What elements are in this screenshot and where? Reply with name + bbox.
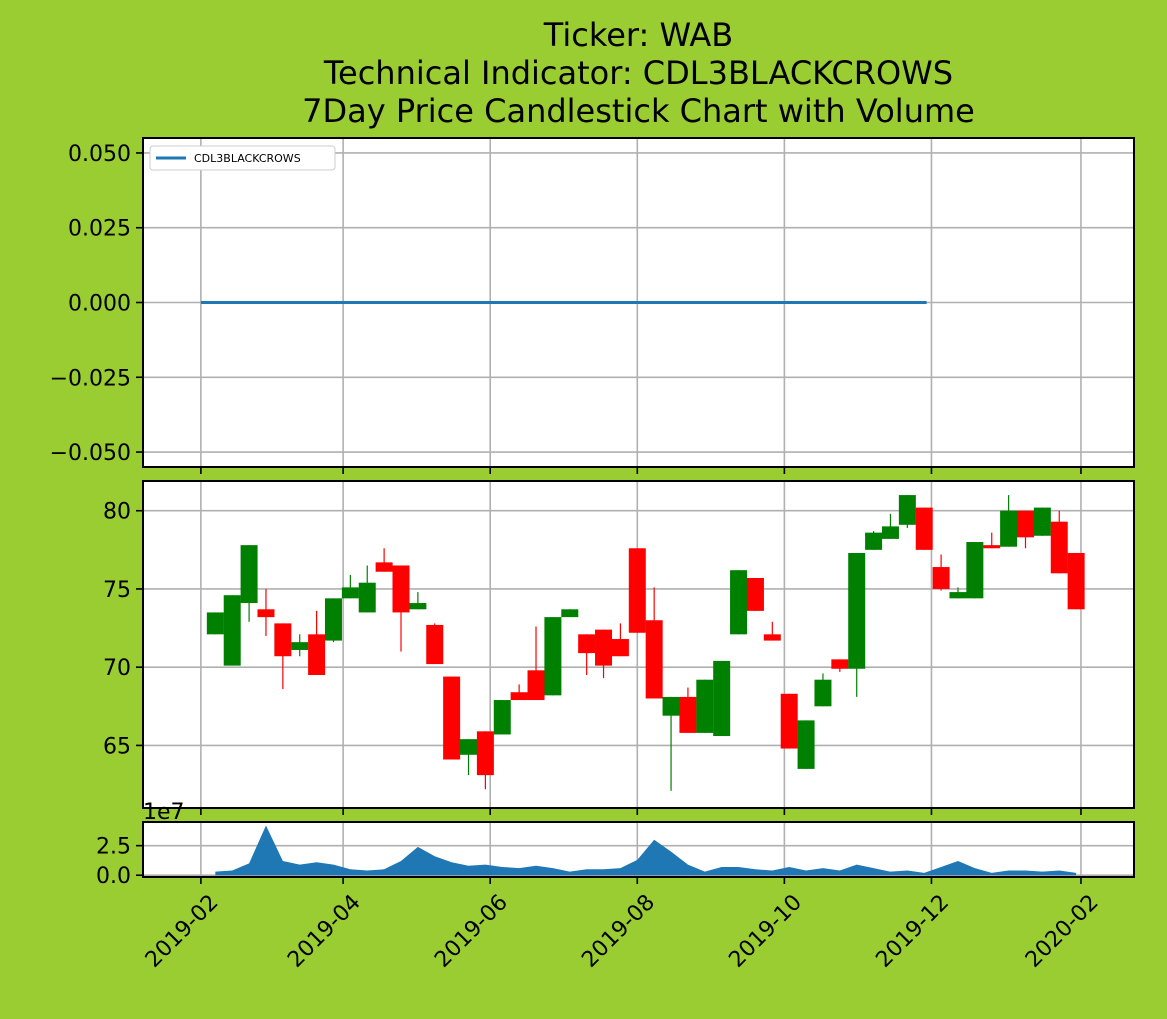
indicator-border — [142, 137, 1135, 468]
candle-body — [713, 660, 731, 737]
candle-body — [426, 624, 444, 665]
volume-ytick-label: 0.0 — [96, 864, 131, 889]
candle-body — [544, 617, 562, 696]
candle-body — [679, 696, 697, 733]
chart-title-line2: Technical Indicator: CDL3BLACKCROWS — [323, 54, 954, 92]
chart-title-line3: 7Day Price Candlestick Chart with Volume — [302, 92, 975, 130]
xtick-label: 2019-04 — [283, 890, 366, 973]
candle-body — [611, 639, 629, 657]
candle-body — [223, 595, 241, 666]
indicator-ytick-label: −0.050 — [50, 441, 131, 466]
candle-body — [848, 552, 866, 669]
xtick-label: 2019-08 — [577, 890, 660, 973]
candle-body — [240, 545, 258, 604]
xtick-label: 2019-10 — [724, 890, 807, 973]
candle-body — [949, 592, 967, 599]
candle-body — [780, 693, 798, 749]
candle-body — [696, 679, 714, 733]
indicator-ytick-label: −0.025 — [50, 366, 131, 391]
candle-body — [865, 532, 883, 550]
price-ytick-label: 75 — [103, 578, 131, 603]
candle-body — [831, 659, 849, 669]
indicator-ytick-label: 0.000 — [68, 292, 131, 317]
xtick-label: 2019-06 — [430, 890, 513, 973]
candle-body — [392, 565, 410, 613]
candle-body — [476, 731, 494, 776]
xtick-label: 2020-02 — [1021, 890, 1104, 973]
candle-body — [595, 629, 613, 666]
candle-body — [578, 634, 596, 654]
candle-body — [983, 545, 1001, 549]
chart-title-line1: Ticker: WAB — [543, 16, 734, 54]
candle-body — [324, 598, 342, 641]
indicator-ytick-label: 0.025 — [68, 217, 131, 242]
candle-body — [1033, 507, 1051, 536]
candle-body — [443, 676, 461, 760]
candle-body — [797, 720, 815, 769]
candle-body — [493, 700, 511, 735]
candle-body — [358, 582, 376, 613]
candle-body — [257, 609, 275, 618]
candle-body — [308, 634, 326, 676]
candle-body — [645, 620, 663, 699]
indicator-panel: 0.050 0.025 0.000 −0.025 −0.050 CDL3BLACKCROW… — [50, 137, 1135, 474]
candle-body — [662, 696, 680, 716]
candle-body — [730, 570, 748, 635]
volume-scale-label: 1e7 — [143, 800, 185, 825]
legend-label: CDL3BLACKCROWS — [194, 152, 301, 165]
candle-body — [206, 612, 224, 635]
candle-body — [1067, 552, 1085, 610]
price-ytick-label: 80 — [103, 500, 131, 525]
candle-body — [460, 739, 478, 755]
candle-body — [898, 495, 916, 525]
candle-body — [1000, 510, 1018, 547]
candle-body — [763, 634, 781, 641]
candle-body — [915, 507, 933, 550]
volume-panel: 2.5 0.0 1e7 — [96, 800, 1135, 889]
candle-body — [409, 603, 427, 610]
candle-body — [1016, 510, 1034, 538]
candle-body — [814, 679, 832, 707]
candle-body — [1050, 521, 1068, 574]
candle-body — [932, 567, 950, 589]
candle-body — [274, 623, 292, 657]
candle-body — [375, 562, 393, 572]
legend-box — [149, 145, 336, 171]
volume-ytick-label: 2.5 — [96, 835, 131, 860]
volume-area — [215, 825, 1077, 876]
candle-body — [341, 587, 359, 599]
xtick-label: 2019-02 — [141, 890, 224, 973]
candle-body — [561, 609, 579, 618]
candle-body — [628, 548, 646, 633]
candle-body — [510, 692, 528, 701]
candle-body — [746, 578, 764, 611]
candle-body — [966, 542, 984, 599]
candle-body — [881, 526, 899, 539]
price-border — [142, 480, 1135, 809]
candle-body — [527, 670, 545, 701]
price-ytick-label: 65 — [103, 734, 131, 759]
price-panel: 80 75 70 65 — [103, 480, 1135, 815]
xtick-label: 2019-12 — [871, 890, 954, 973]
volume-border — [142, 821, 1135, 878]
price-ytick-label: 70 — [103, 656, 131, 681]
candle-body — [291, 642, 309, 650]
x-axis: 2019-02 2019-04 2019-06 2019-08 2019-10 2019-… — [141, 890, 1104, 973]
indicator-ytick-label: 0.050 — [68, 142, 131, 167]
